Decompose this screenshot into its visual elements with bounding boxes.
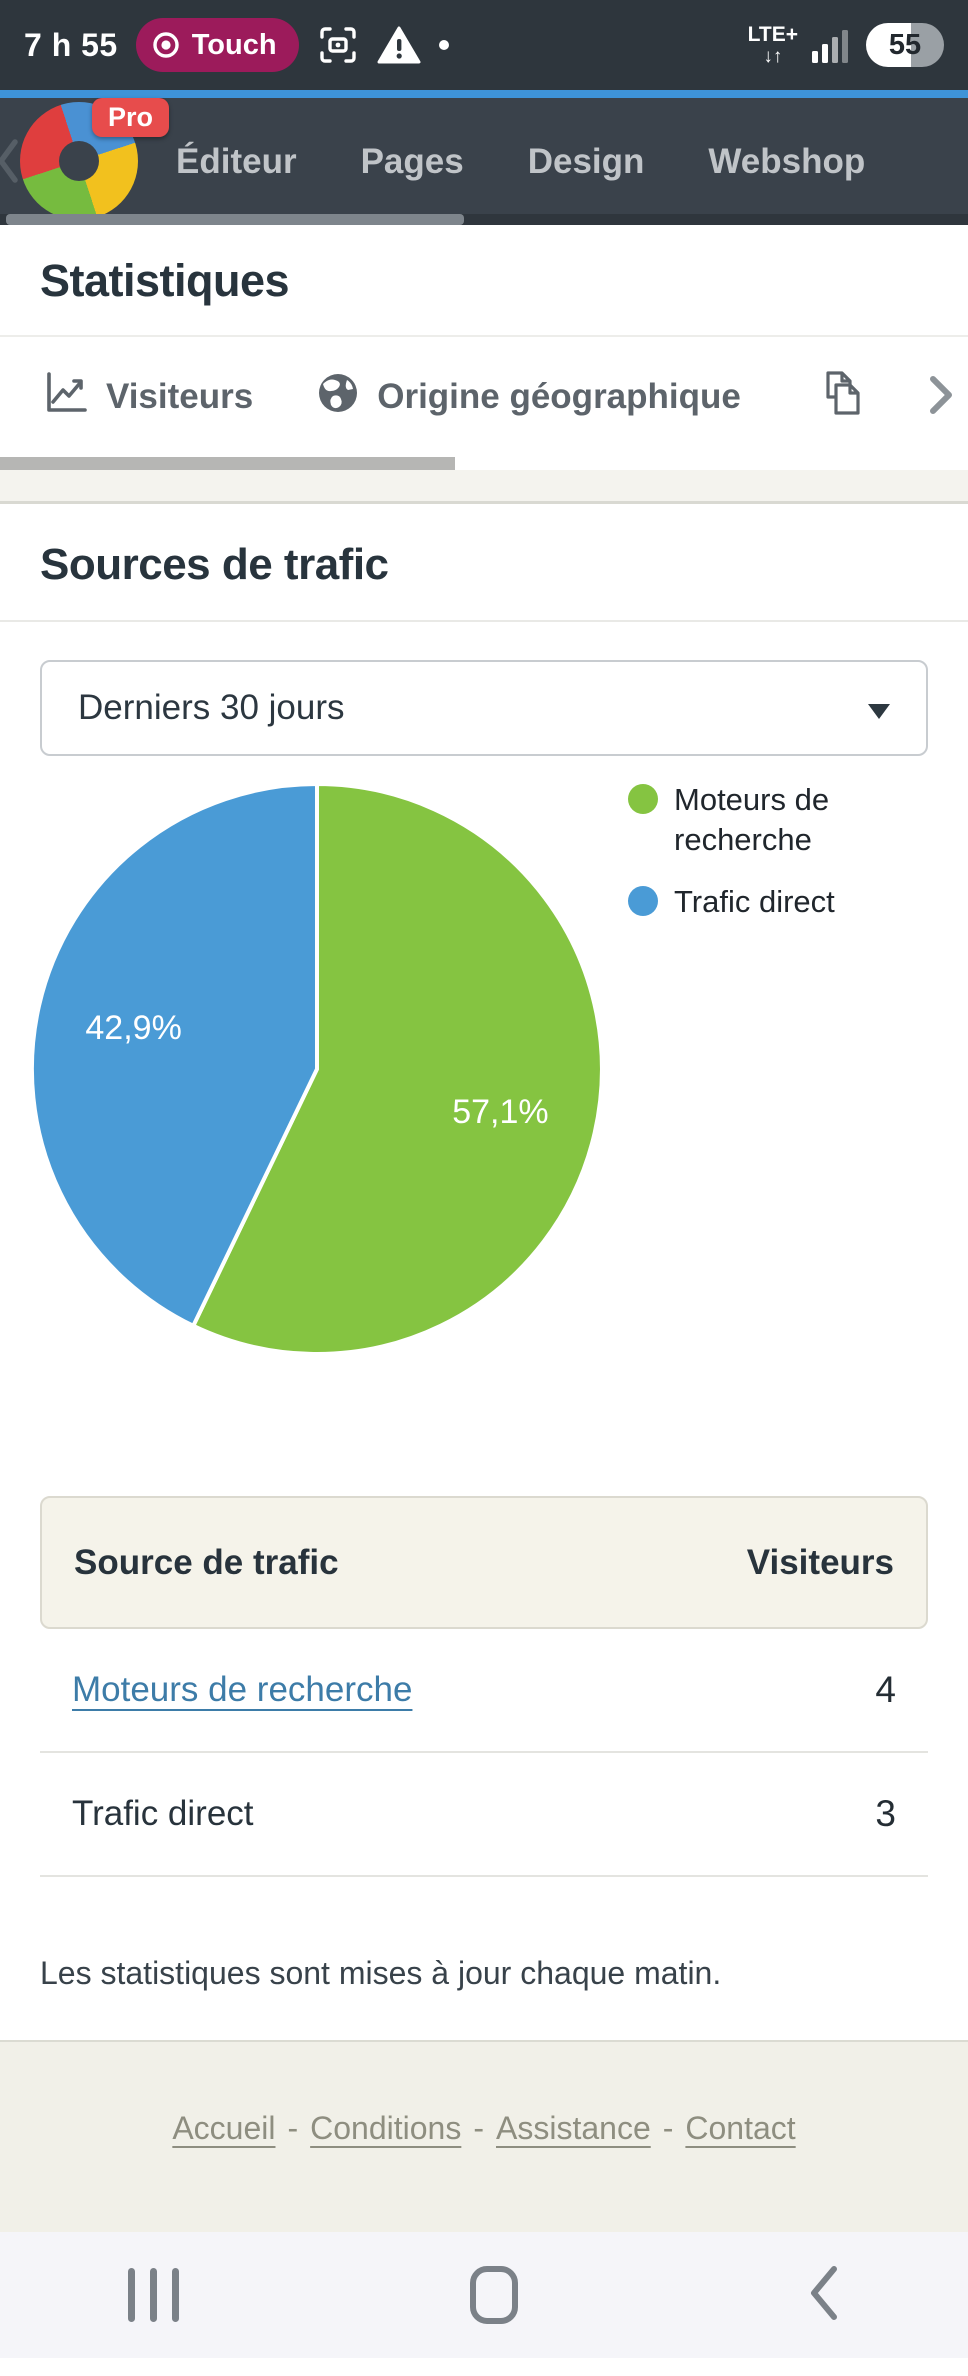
chevron-down-icon [868,704,890,719]
network-type-label: LTE+ [747,23,798,46]
footer-link-conditions[interactable]: Conditions [310,2110,462,2146]
legend-dot-green [628,784,658,814]
footer-separator: - [662,2110,674,2146]
globe-icon [317,372,359,423]
tabs-overflow-chevron-icon[interactable] [928,373,954,422]
tabs-scrollbar-track [0,457,968,470]
footer-link-contact[interactable]: Contact [685,2110,796,2146]
pro-badge: Pro [92,98,170,137]
nav-item-editeur[interactable]: Éditeur [176,141,297,181]
notification-dot-icon [438,40,449,50]
traffic-sources-section: Sources de trafic Derniers 30 jours 57,1… [0,504,968,2040]
stats-tabs: Visiteurs Origine géographique [0,337,968,457]
section-gap [0,470,968,504]
nav-item-pages[interactable]: Pages [360,141,464,181]
screen-capture-icon [317,24,359,66]
tab-origine-label: Origine géographique [377,377,741,416]
period-select-value: Derniers 30 jours [78,688,345,727]
table-row: Trafic direct 3 [40,1753,928,1877]
tabs-scrollbar-thumb[interactable] [0,457,455,470]
tab-pages-vues[interactable] [816,368,864,427]
footer-links: Accueil - Conditions - Assistance - Cont… [172,2110,795,2232]
tab-visiteurs[interactable]: Visiteurs [44,371,253,424]
android-navigation-bar [0,2232,968,2358]
legend-label-trafic-direct: Trafic direct [674,884,835,919]
status-indicators: LTE+ ↓↑ 55 [748,23,944,67]
touch-target-icon [150,29,182,61]
nav-scrollbar-thumb[interactable] [6,214,464,225]
tab-visiteurs-label: Visiteurs [106,377,254,416]
table-header: Source de trafic Visiteurs [40,1496,928,1629]
page-title: Statistiques [40,255,290,306]
footer-separator: - [287,2110,299,2146]
footer-separator: - [473,2110,484,2146]
tab-origine-geographique[interactable]: Origine géographique [317,372,741,423]
battery-percent: 55 [888,28,922,61]
network-activity-arrows: ↓↑ [763,46,783,67]
signal-strength-icon [810,25,854,65]
legend-dot-blue [628,886,658,916]
touch-assist-badge[interactable]: Touch [135,18,299,72]
table-header-source: Source de trafic [74,1542,339,1582]
legend-item-moteurs: Moteurs de recherche [628,780,918,860]
home-button-icon[interactable] [469,2266,518,2324]
row-label-trafic-direct: Trafic direct [72,1794,254,1833]
clock: 7 h 55 [24,26,118,63]
row-link-moteurs-de-recherche[interactable]: Moteurs de recherche [72,1670,413,1709]
traffic-table: Source de trafic Visiteurs Moteurs de re… [40,1496,928,1877]
back-button-icon[interactable] [808,2264,840,2327]
app-logo[interactable]: Pro [0,98,176,225]
table-row: Moteurs de recherche 4 [40,1629,928,1753]
nav-item-webshop[interactable]: Webshop [708,141,866,181]
nav-scroll-left-chevron-icon[interactable] [0,136,20,191]
line-chart-icon [44,371,88,424]
pie-chart: 57,1% 42,9% [29,782,604,1356]
pages-icon [816,368,864,427]
legend-label-moteurs: Moteurs de recherche [674,782,830,857]
battery-indicator: 55 [866,23,944,67]
period-select[interactable]: Derniers 30 jours [40,660,928,756]
nav-menu: Éditeur Pages Design Webshop [176,142,865,182]
legend-item-trafic-direct: Trafic direct [628,882,918,922]
warning-icon [377,25,421,65]
statistics-header: Statistiques Visiteurs [0,225,968,470]
touch-badge-label: Touch [191,28,277,61]
svg-text:57,1%: 57,1% [452,1093,548,1131]
site-footer: Accueil - Conditions - Assistance - Cont… [0,2040,968,2232]
nav-scrollbar-track [0,214,968,225]
table-header-visiteurs: Visiteurs [746,1542,894,1582]
update-note: Les statistiques sont mises à jour chaqu… [40,1955,722,1991]
row-value-moteurs: 4 [875,1669,896,1710]
section-title: Sources de trafic [40,540,389,589]
network-type-indicator: LTE+ ↓↑ [748,24,798,66]
accent-line [0,90,968,98]
recents-button-icon[interactable] [128,2268,179,2322]
pie-chart-area: 57,1% 42,9% Moteurs de recherche Trafic d… [0,756,968,1456]
app-navbar: Pro Éditeur Pages Design Webshop [0,98,968,225]
footer-link-assistance[interactable]: Assistance [496,2110,651,2146]
status-bar: 7 h 55 Touch LTE+ ↓↑ [0,0,968,90]
svg-text:42,9%: 42,9% [85,1009,181,1047]
chart-legend: Moteurs de recherche Trafic direct [628,780,918,944]
nav-item-design[interactable]: Design [527,141,645,181]
footer-link-accueil[interactable]: Accueil [172,2110,276,2146]
row-value-trafic-direct: 3 [875,1793,896,1834]
